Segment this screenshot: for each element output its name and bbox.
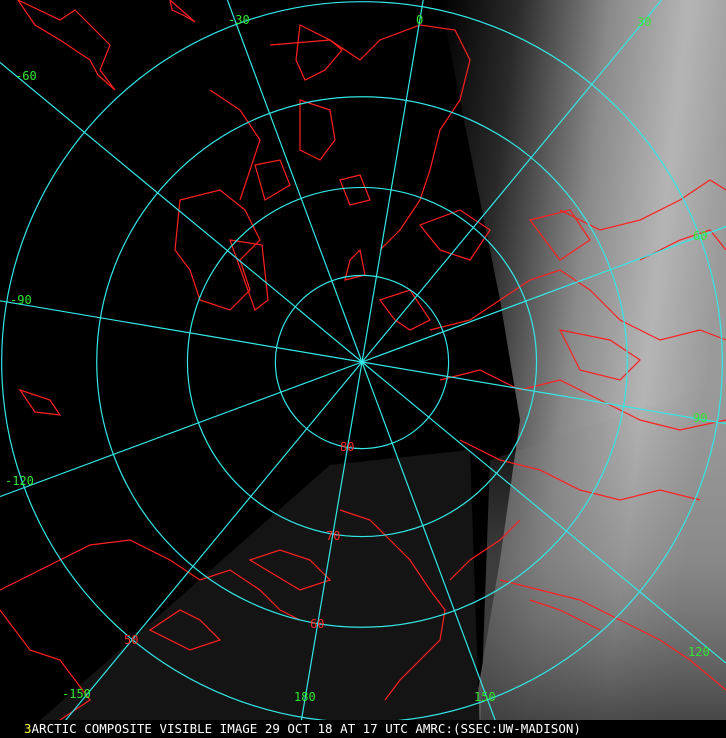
lat-label: 80 [340,440,354,454]
meridian-line [0,300,363,363]
coastline-greenland [17,0,196,91]
lon-label: 150 [474,690,496,704]
meridian-line [361,226,726,363]
coastline-chukotka-kamchatka [339,509,521,701]
coastline-greenland-east [209,89,261,201]
coastline-scandinavia-east [559,179,726,261]
meridian-line [361,361,726,425]
caption-text: ARCTIC COMPOSITE VISIBLE IMAGE 29 OCT 18… [31,721,581,736]
lon-label: -120 [5,474,34,488]
lon-label: 60 [693,229,707,243]
lat-label: 60 [310,617,324,631]
meridian-line [361,361,726,664]
meridian-line [0,62,363,363]
lon-label: 120 [688,645,710,659]
lon-label: 0 [416,13,423,27]
latitude-circle [186,186,538,538]
lon-label: -150 [62,687,91,701]
coastline-alaska [0,539,332,721]
meridian-line [50,361,363,738]
frame-number: 3 [24,721,32,736]
latitude-labels: 80 70 60 50 [124,440,354,647]
lon-label: 30 [637,15,651,29]
coastlines [0,0,726,721]
coastline-far-east [499,579,726,691]
longitude-labels: -30 0 30 -60 60 -90 90 -120 120 -150 180… [5,13,710,704]
dark-gray-pass [20,450,480,738]
coastline-iceland-region [295,24,343,81]
coastline-svalbard-scandinavia [254,24,471,251]
lon-label: -30 [228,13,250,27]
satellite-imagery-south [480,380,726,738]
lon-label: -90 [10,293,32,307]
meridian-line [361,0,662,363]
meridian-line [0,361,363,498]
latitude-circle [96,96,628,628]
coastline-russia-north [419,209,726,501]
image-caption: 3ARCTIC COMPOSITE VISIBLE IMAGE 29 OCT 1… [0,720,726,738]
meridian-line [361,0,424,363]
lon-label: 180 [294,690,316,704]
meridian-line [226,0,363,363]
meridian-line [361,361,503,738]
lon-label: -60 [15,69,37,83]
lon-label: 90 [693,411,707,425]
lat-label: 70 [326,529,340,543]
meridian-line [297,361,363,738]
latitude-circle [274,274,450,450]
lat-label: 50 [124,633,138,647]
